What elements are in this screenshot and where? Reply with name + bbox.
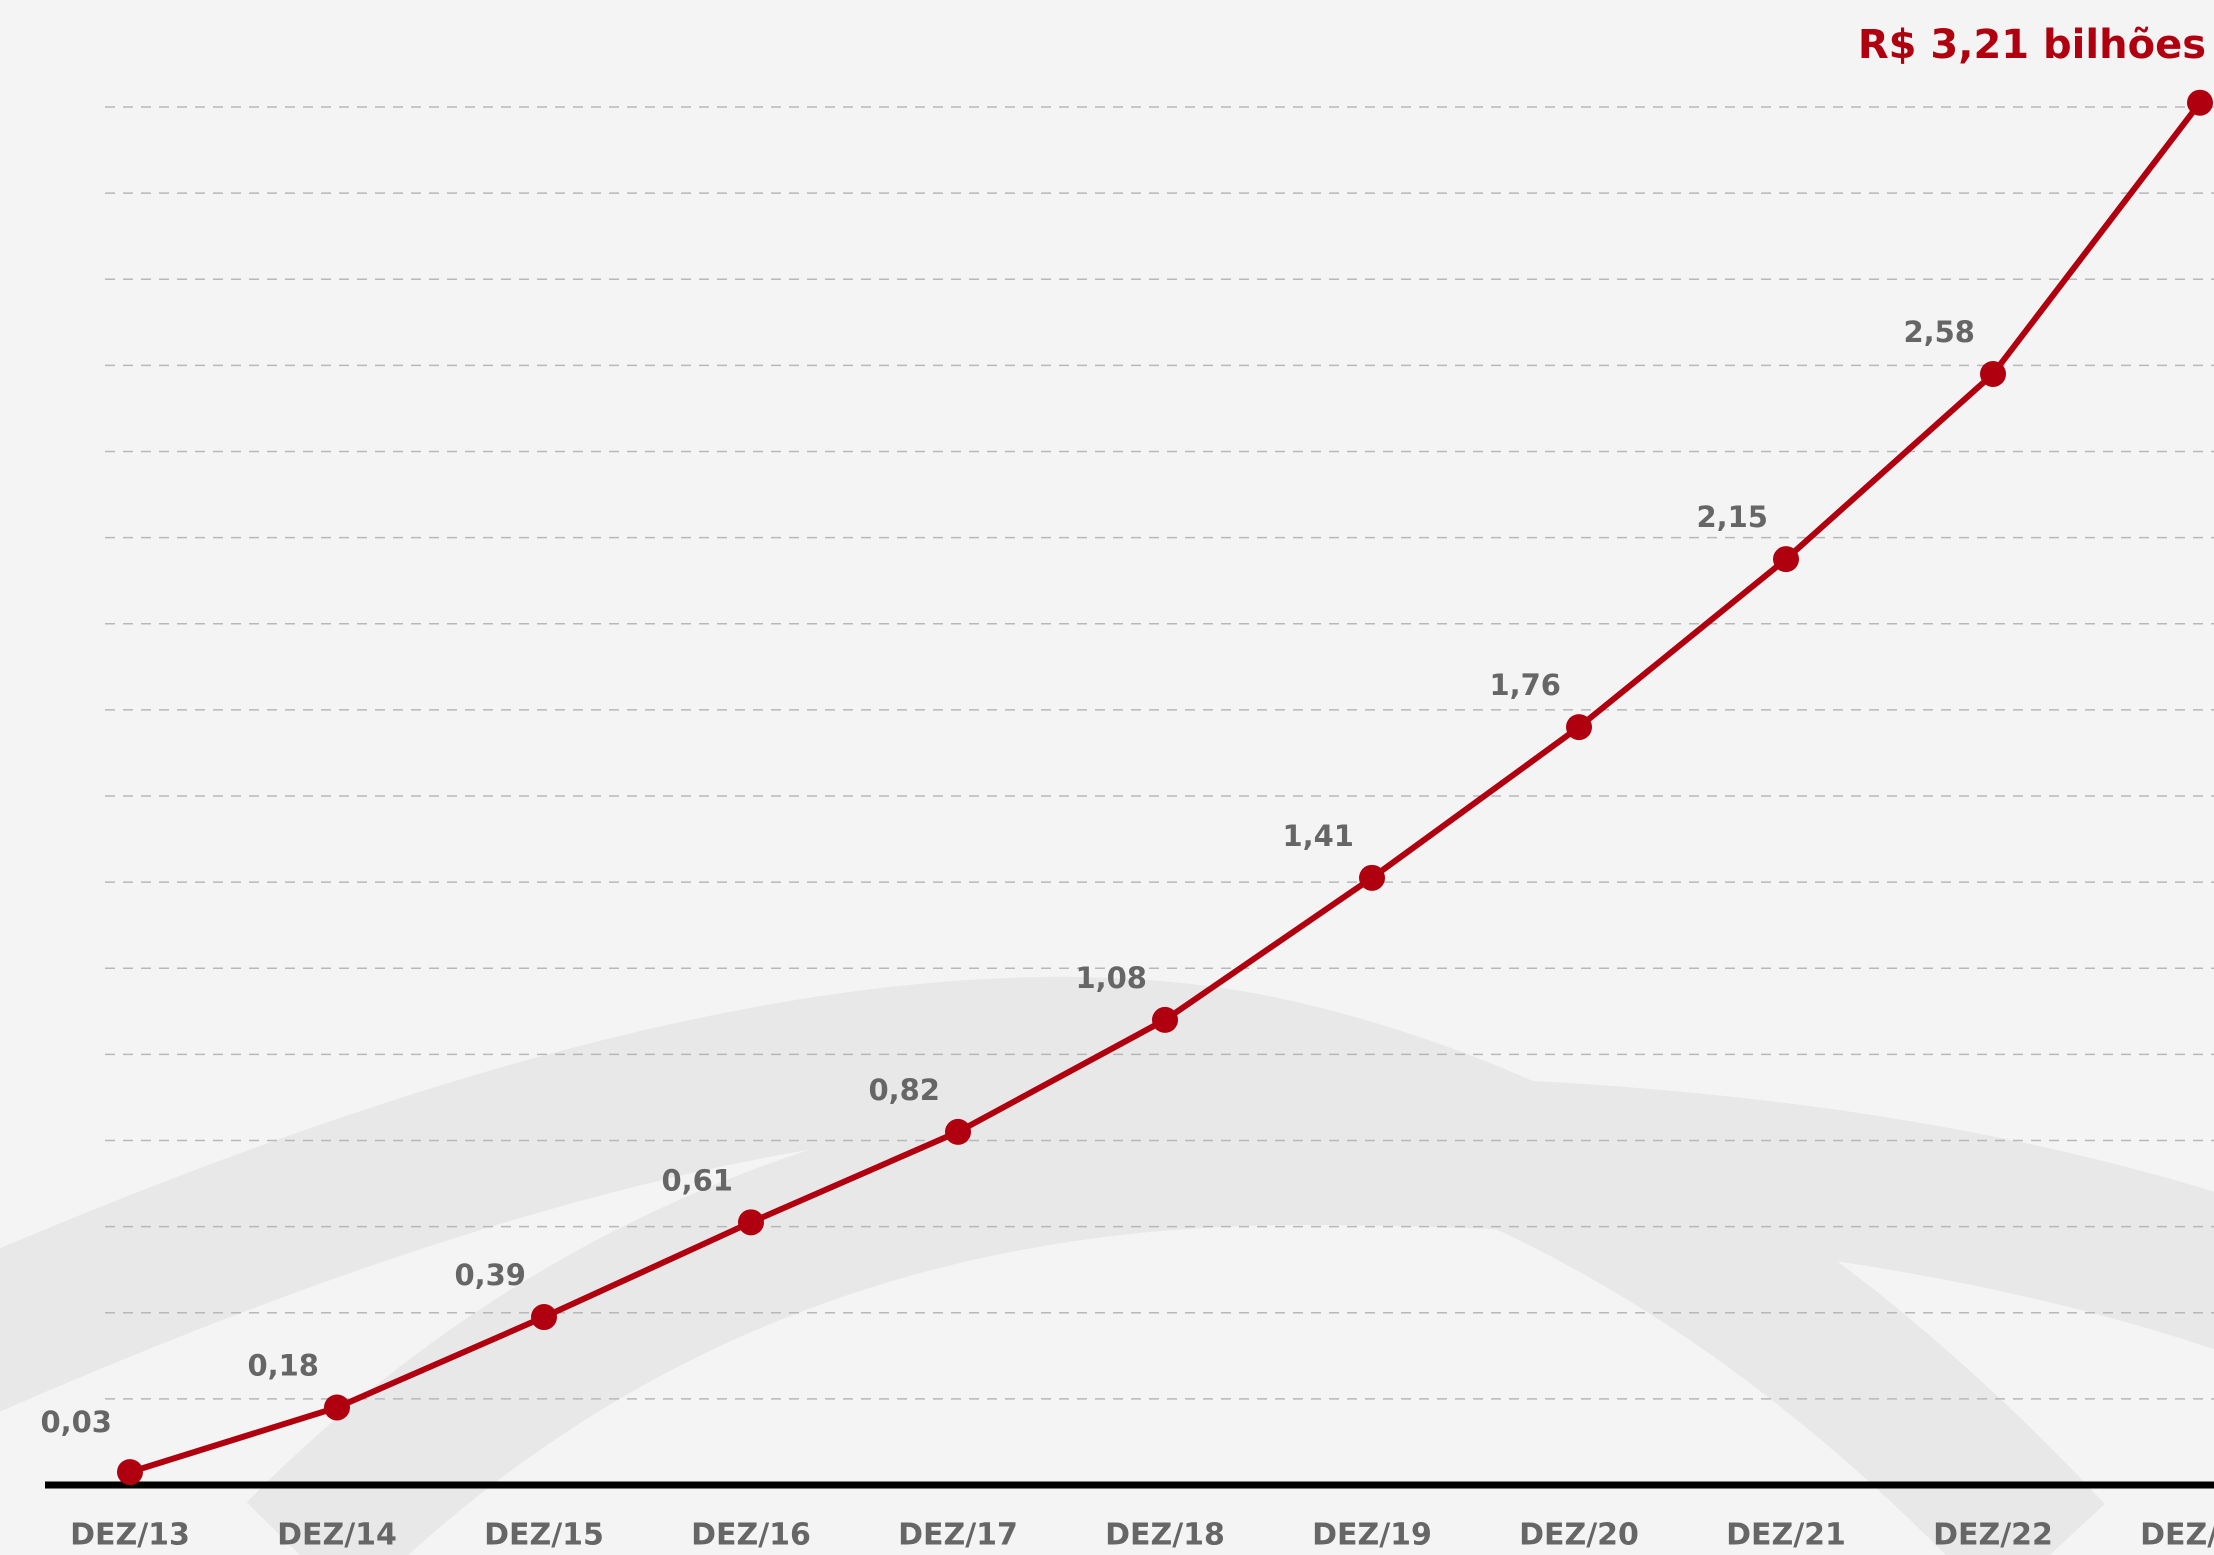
- value-label: 0,82: [868, 1073, 940, 1107]
- value-label: 0,18: [247, 1348, 319, 1382]
- value-label: 1,76: [1489, 668, 1561, 702]
- x-tick-label: DEZ/16: [691, 1518, 811, 1553]
- point: [324, 1394, 350, 1420]
- point: [1152, 1007, 1178, 1033]
- value-label: 2,58: [1903, 315, 1975, 349]
- x-tick-label: DEZ/14: [277, 1518, 397, 1553]
- point: [1773, 546, 1799, 572]
- x-tick-label: DEZ/19: [1312, 1518, 1432, 1553]
- point: [945, 1119, 971, 1145]
- value-label: 1,08: [1075, 961, 1147, 995]
- value-label: 0,39: [454, 1258, 526, 1292]
- point: [1980, 361, 2006, 387]
- value-label: 2,15: [1696, 500, 1768, 534]
- value-label: 0,61: [661, 1163, 733, 1197]
- x-tick-label: DEZ/15: [484, 1518, 604, 1553]
- x-tick-label: DEZ/18: [1105, 1518, 1225, 1553]
- x-tick-label: DEZ/17: [898, 1518, 1018, 1553]
- point: [531, 1304, 557, 1330]
- x-tick-label: DEZ/13: [70, 1518, 190, 1553]
- value-label: 1,41: [1282, 819, 1354, 853]
- point: [2187, 90, 2213, 116]
- point: [1566, 714, 1592, 740]
- x-tick-label: DEZ/22: [1933, 1518, 2053, 1553]
- x-tick-label: DEZ/23: [2140, 1518, 2214, 1553]
- page: {"chart_data": {"type": "line", "categor…: [0, 0, 2214, 1555]
- chart: 0,03 DEZ/13 0,18 DEZ/14 0,39 DEZ/15 0,61 DEZ/16…: [0, 0, 2214, 1555]
- value-label: R$ 3,21 bilhões: [1858, 22, 2206, 68]
- point: [1359, 865, 1385, 891]
- point: [117, 1459, 143, 1485]
- x-tick-label: DEZ/20: [1519, 1518, 1639, 1553]
- point: [738, 1209, 764, 1235]
- value-label: 0,03: [40, 1405, 112, 1439]
- x-tick-label: DEZ/21: [1726, 1518, 1846, 1553]
